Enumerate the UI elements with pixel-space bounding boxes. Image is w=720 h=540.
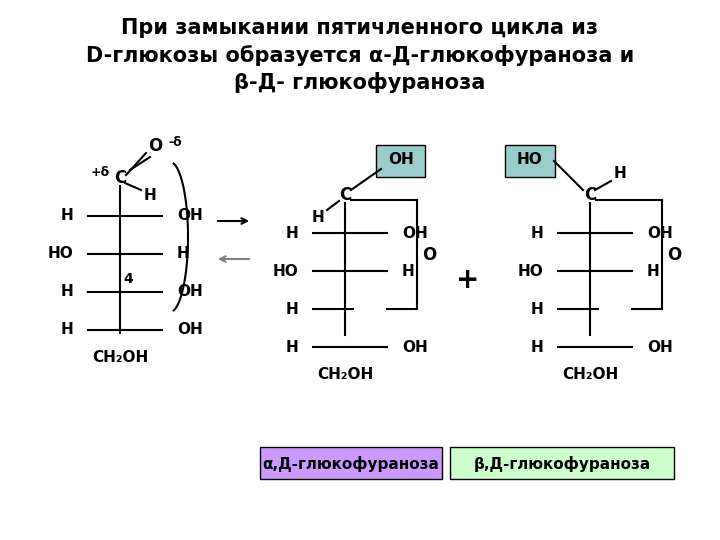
Text: При замыкании пятичленного цикла из: При замыкании пятичленного цикла из [122,18,598,38]
Text: C: C [114,169,126,187]
Text: OH: OH [402,340,428,354]
Text: β-Д- глюкофураноза: β-Д- глюкофураноза [234,72,486,93]
Text: OH: OH [647,340,672,354]
Text: OH: OH [177,285,203,300]
Text: H: H [60,322,73,338]
Text: OH: OH [647,226,672,240]
Text: +: + [456,266,480,294]
Text: C: C [584,186,596,204]
Text: CH₂OH: CH₂OH [317,367,373,382]
Text: O: O [422,246,436,264]
Text: D-глюкозы образуется α-Д-глюкофураноза и: D-глюкозы образуется α-Д-глюкофураноза и [86,45,634,66]
Text: H: H [530,226,543,240]
Text: H: H [285,226,298,240]
Text: O: O [667,246,681,264]
Text: C: C [339,186,351,204]
Text: H: H [647,264,660,279]
Text: +δ: +δ [91,165,109,179]
Text: OH: OH [388,152,414,167]
Text: H: H [60,285,73,300]
FancyBboxPatch shape [260,447,442,479]
Text: H: H [312,210,325,225]
Text: CH₂OH: CH₂OH [562,367,618,382]
Text: OH: OH [177,322,203,338]
FancyBboxPatch shape [376,145,425,177]
Text: H: H [285,301,298,316]
Text: CH₂OH: CH₂OH [92,350,148,365]
FancyBboxPatch shape [450,447,674,479]
Text: OH: OH [402,226,428,240]
Text: H: H [177,246,190,261]
Text: H: H [143,188,156,204]
Text: H: H [613,165,626,180]
Text: OH: OH [177,208,203,224]
Text: β,Д-глюкофураноза: β,Д-глюкофураноза [473,456,651,472]
Text: H: H [285,340,298,354]
Text: H: H [530,301,543,316]
Text: O: O [148,137,162,155]
Text: H: H [60,208,73,224]
Text: α,Д-глюкофураноза: α,Д-глюкофураноза [263,456,439,472]
Text: 4: 4 [123,272,133,286]
Text: HO: HO [48,246,73,261]
Text: H: H [530,340,543,354]
Text: H: H [402,264,415,279]
Text: HO: HO [517,264,543,279]
Text: HO: HO [517,152,543,167]
FancyBboxPatch shape [505,145,555,177]
Text: HO: HO [272,264,298,279]
Text: -δ: -δ [168,136,182,148]
